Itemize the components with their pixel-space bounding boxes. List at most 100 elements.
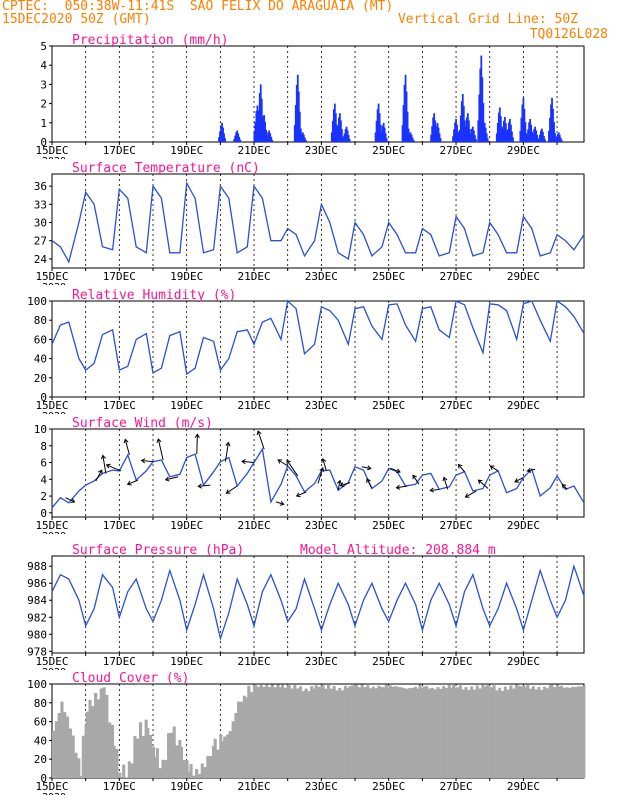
precip-bar bbox=[475, 138, 477, 142]
precip-bar bbox=[479, 68, 482, 142]
cloud-bar bbox=[343, 685, 347, 778]
precip-bar bbox=[331, 120, 334, 142]
cloud-bar bbox=[310, 686, 314, 778]
precip-bar bbox=[483, 122, 486, 142]
precip-bar bbox=[531, 131, 534, 142]
cloud-bar bbox=[430, 687, 434, 778]
precip-bar bbox=[301, 132, 304, 142]
wind-vector-head bbox=[457, 463, 463, 469]
precip-bar bbox=[554, 139, 557, 142]
precip-bar bbox=[452, 136, 454, 142]
precip-bar bbox=[260, 98, 263, 142]
y-tick-label: 5 bbox=[40, 40, 47, 53]
cloud-bar bbox=[102, 687, 106, 778]
cloud-bar bbox=[492, 685, 496, 778]
wind-vector bbox=[430, 488, 440, 492]
precip-bar bbox=[482, 125, 485, 142]
wind-vector bbox=[458, 464, 465, 473]
cloud-bar bbox=[108, 722, 112, 778]
cloud-bar bbox=[169, 732, 173, 778]
wind-vector-head bbox=[561, 483, 567, 489]
cloud-bar bbox=[559, 685, 563, 778]
y-tick-label: 80 bbox=[34, 314, 47, 327]
precip-bar bbox=[532, 133, 535, 142]
cloud-bar bbox=[422, 686, 426, 778]
cloud-bar bbox=[540, 689, 544, 778]
wind-vector bbox=[224, 442, 229, 462]
precip-bar bbox=[299, 128, 302, 142]
y-tick-label: 0 bbox=[40, 507, 47, 520]
cloud-bar bbox=[467, 690, 471, 778]
x-year-label: 2020 bbox=[42, 667, 66, 678]
cloud-bar bbox=[88, 699, 92, 778]
cloud-bar bbox=[548, 685, 552, 778]
cloud-bar bbox=[516, 685, 520, 778]
cloud-bar bbox=[369, 688, 373, 778]
cloud-bar bbox=[175, 745, 179, 778]
cloud-bar bbox=[357, 687, 361, 778]
precip-bar bbox=[467, 120, 470, 142]
wind-vector bbox=[337, 480, 341, 491]
cloud-bar bbox=[509, 685, 513, 778]
cloud-bar bbox=[427, 688, 432, 778]
x-tick-label: 27DEC bbox=[439, 780, 472, 793]
wind-vector-head bbox=[164, 476, 170, 482]
cloud-bar bbox=[273, 687, 277, 778]
cloud-bar bbox=[178, 740, 182, 778]
x-tick-label: 17DEC bbox=[103, 780, 136, 793]
precip-bar bbox=[234, 135, 237, 142]
wind-vector bbox=[322, 458, 327, 472]
precip-bar bbox=[521, 104, 524, 142]
wind-vector bbox=[127, 479, 139, 485]
precip-bar bbox=[531, 138, 534, 142]
cloud-bar bbox=[348, 686, 352, 778]
cloud-bar bbox=[256, 686, 260, 778]
precip-bar bbox=[265, 129, 268, 142]
x-tick-label: 19DEC bbox=[170, 399, 203, 412]
precip-bar bbox=[219, 131, 221, 142]
cloud-bar bbox=[124, 777, 129, 778]
cloud-bar bbox=[185, 760, 189, 778]
precip-bar bbox=[343, 133, 346, 142]
cloud-bar bbox=[553, 687, 557, 778]
wind-vector-head bbox=[366, 478, 371, 483]
precip-bar bbox=[534, 126, 537, 142]
cloud-bar bbox=[234, 712, 238, 778]
wind-vector-head bbox=[98, 469, 103, 475]
wind-vector-head bbox=[225, 489, 231, 494]
precip-bar bbox=[472, 130, 475, 142]
precip-bar bbox=[454, 122, 456, 142]
cloud-bar bbox=[456, 687, 460, 778]
wind-vector bbox=[286, 460, 299, 477]
wind-vector-head bbox=[277, 459, 283, 464]
precip-bar bbox=[556, 133, 559, 142]
cloud-bar bbox=[133, 736, 137, 778]
cloud-bar bbox=[482, 686, 487, 778]
cloud-bar bbox=[223, 736, 227, 778]
precip-bar bbox=[381, 125, 384, 142]
precip-bar bbox=[474, 135, 476, 142]
precip-bar bbox=[540, 130, 542, 142]
wind-vector bbox=[257, 430, 265, 450]
cloud-bar bbox=[579, 686, 583, 778]
precip-bar bbox=[237, 133, 240, 142]
y-tick-label: 0 bbox=[40, 136, 47, 149]
series-line bbox=[51, 447, 585, 509]
cloud-bar bbox=[164, 760, 168, 778]
precip-bar bbox=[412, 140, 415, 142]
grid-line-info: Vertical Grid Line: 50Z bbox=[397, 12, 578, 27]
cloud-bar bbox=[571, 686, 575, 778]
cloud-bar bbox=[77, 758, 81, 778]
wind-vector bbox=[296, 491, 307, 497]
cloud-bar bbox=[149, 734, 153, 778]
cloud-bar bbox=[449, 687, 453, 778]
cloud-bar bbox=[472, 689, 476, 778]
cloud-bar bbox=[425, 686, 429, 778]
precip-bar bbox=[466, 113, 469, 142]
cloud-bar bbox=[481, 684, 485, 778]
precip-bar bbox=[258, 93, 261, 142]
cloud-bar bbox=[381, 687, 386, 778]
precip-bar bbox=[481, 131, 484, 142]
cloud-bar bbox=[122, 764, 126, 778]
precip-bar bbox=[471, 126, 474, 142]
